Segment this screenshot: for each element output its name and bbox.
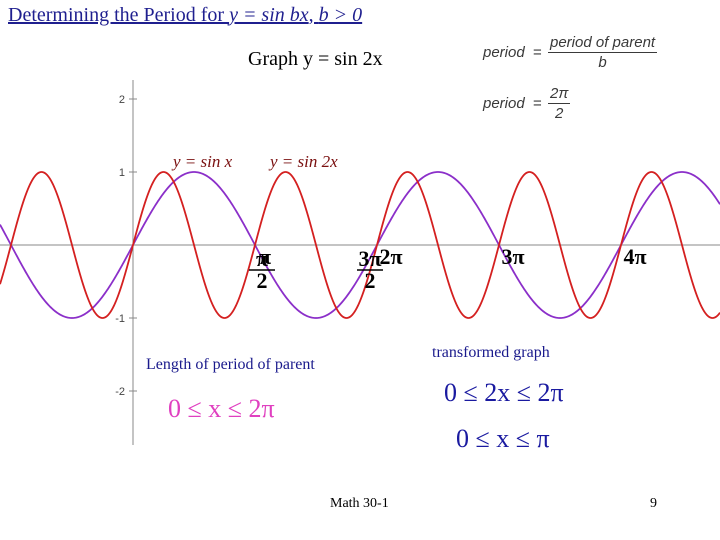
- transformed-inequality-2: 0 ≤ x ≤ π: [456, 424, 550, 453]
- series-line-sin-2x: [0, 171, 720, 319]
- slide-title-condition: b > 0: [318, 4, 363, 26]
- parent-period-note: Length of period of parent: [146, 356, 315, 373]
- fraction-2-denominator: 2: [555, 105, 564, 122]
- footer-text: Math 30-1: [330, 496, 389, 511]
- transformed-note: transformed graph: [432, 344, 550, 361]
- equals-sign-1: =: [533, 44, 542, 61]
- legend-label-sin-2x: y = sin 2x: [270, 152, 338, 171]
- x-tick-label: π: [259, 244, 271, 269]
- y-tick-label: 2: [119, 94, 125, 106]
- equals-sign-2: =: [533, 95, 542, 112]
- series-line-sin-x: [0, 171, 720, 319]
- y-tick-label: -2: [115, 386, 125, 398]
- x-tick-text: π: [259, 244, 271, 269]
- period-fraction-2: 2π 2: [548, 85, 571, 122]
- legend-label-sin-x: y = sin x: [173, 152, 233, 171]
- fraction-1-denominator: b: [598, 54, 607, 71]
- transformed-inequality-1: 0 ≤ 2x ≤ 2π: [444, 378, 564, 407]
- y-tick-label: -1: [115, 313, 125, 325]
- slide-title-sep: ,: [308, 4, 319, 26]
- period-word-1: period: [483, 44, 525, 61]
- slide-title-prefix: Determining the Period for: [8, 4, 230, 26]
- x-tick-text: 2: [257, 268, 268, 293]
- x-tick-text: 3π: [501, 244, 524, 269]
- x-tick-label: 2π: [379, 244, 402, 269]
- slide-title-math: y = sin bx: [229, 4, 309, 26]
- x-tick-text: 4π: [623, 244, 646, 269]
- x-tick-text: π: [256, 246, 268, 271]
- x-tick-text: 2π: [379, 244, 402, 269]
- y-tick-label: 1: [119, 167, 125, 179]
- period-word-2: period: [483, 95, 525, 112]
- fraction-2-numerator: 2π: [548, 85, 571, 104]
- page-number: 9: [650, 496, 657, 511]
- x-tick-label: 3π: [501, 244, 524, 269]
- x-tick-text: 2: [365, 268, 376, 293]
- x-tick-label: π2: [249, 246, 275, 293]
- graph-title: Graph y = sin 2x: [248, 48, 383, 70]
- x-tick-text: 3π: [358, 246, 381, 271]
- period-fraction-1: period of parent b: [548, 34, 658, 71]
- fraction-1-numerator: period of parent: [548, 34, 658, 53]
- slide-title: Determining the Period for y = sin bx, b…: [8, 4, 362, 27]
- parent-inequality: 0 ≤ x ≤ 2π: [168, 394, 275, 423]
- x-tick-label: 3π2: [357, 246, 383, 293]
- x-tick-label: 4π: [623, 244, 646, 269]
